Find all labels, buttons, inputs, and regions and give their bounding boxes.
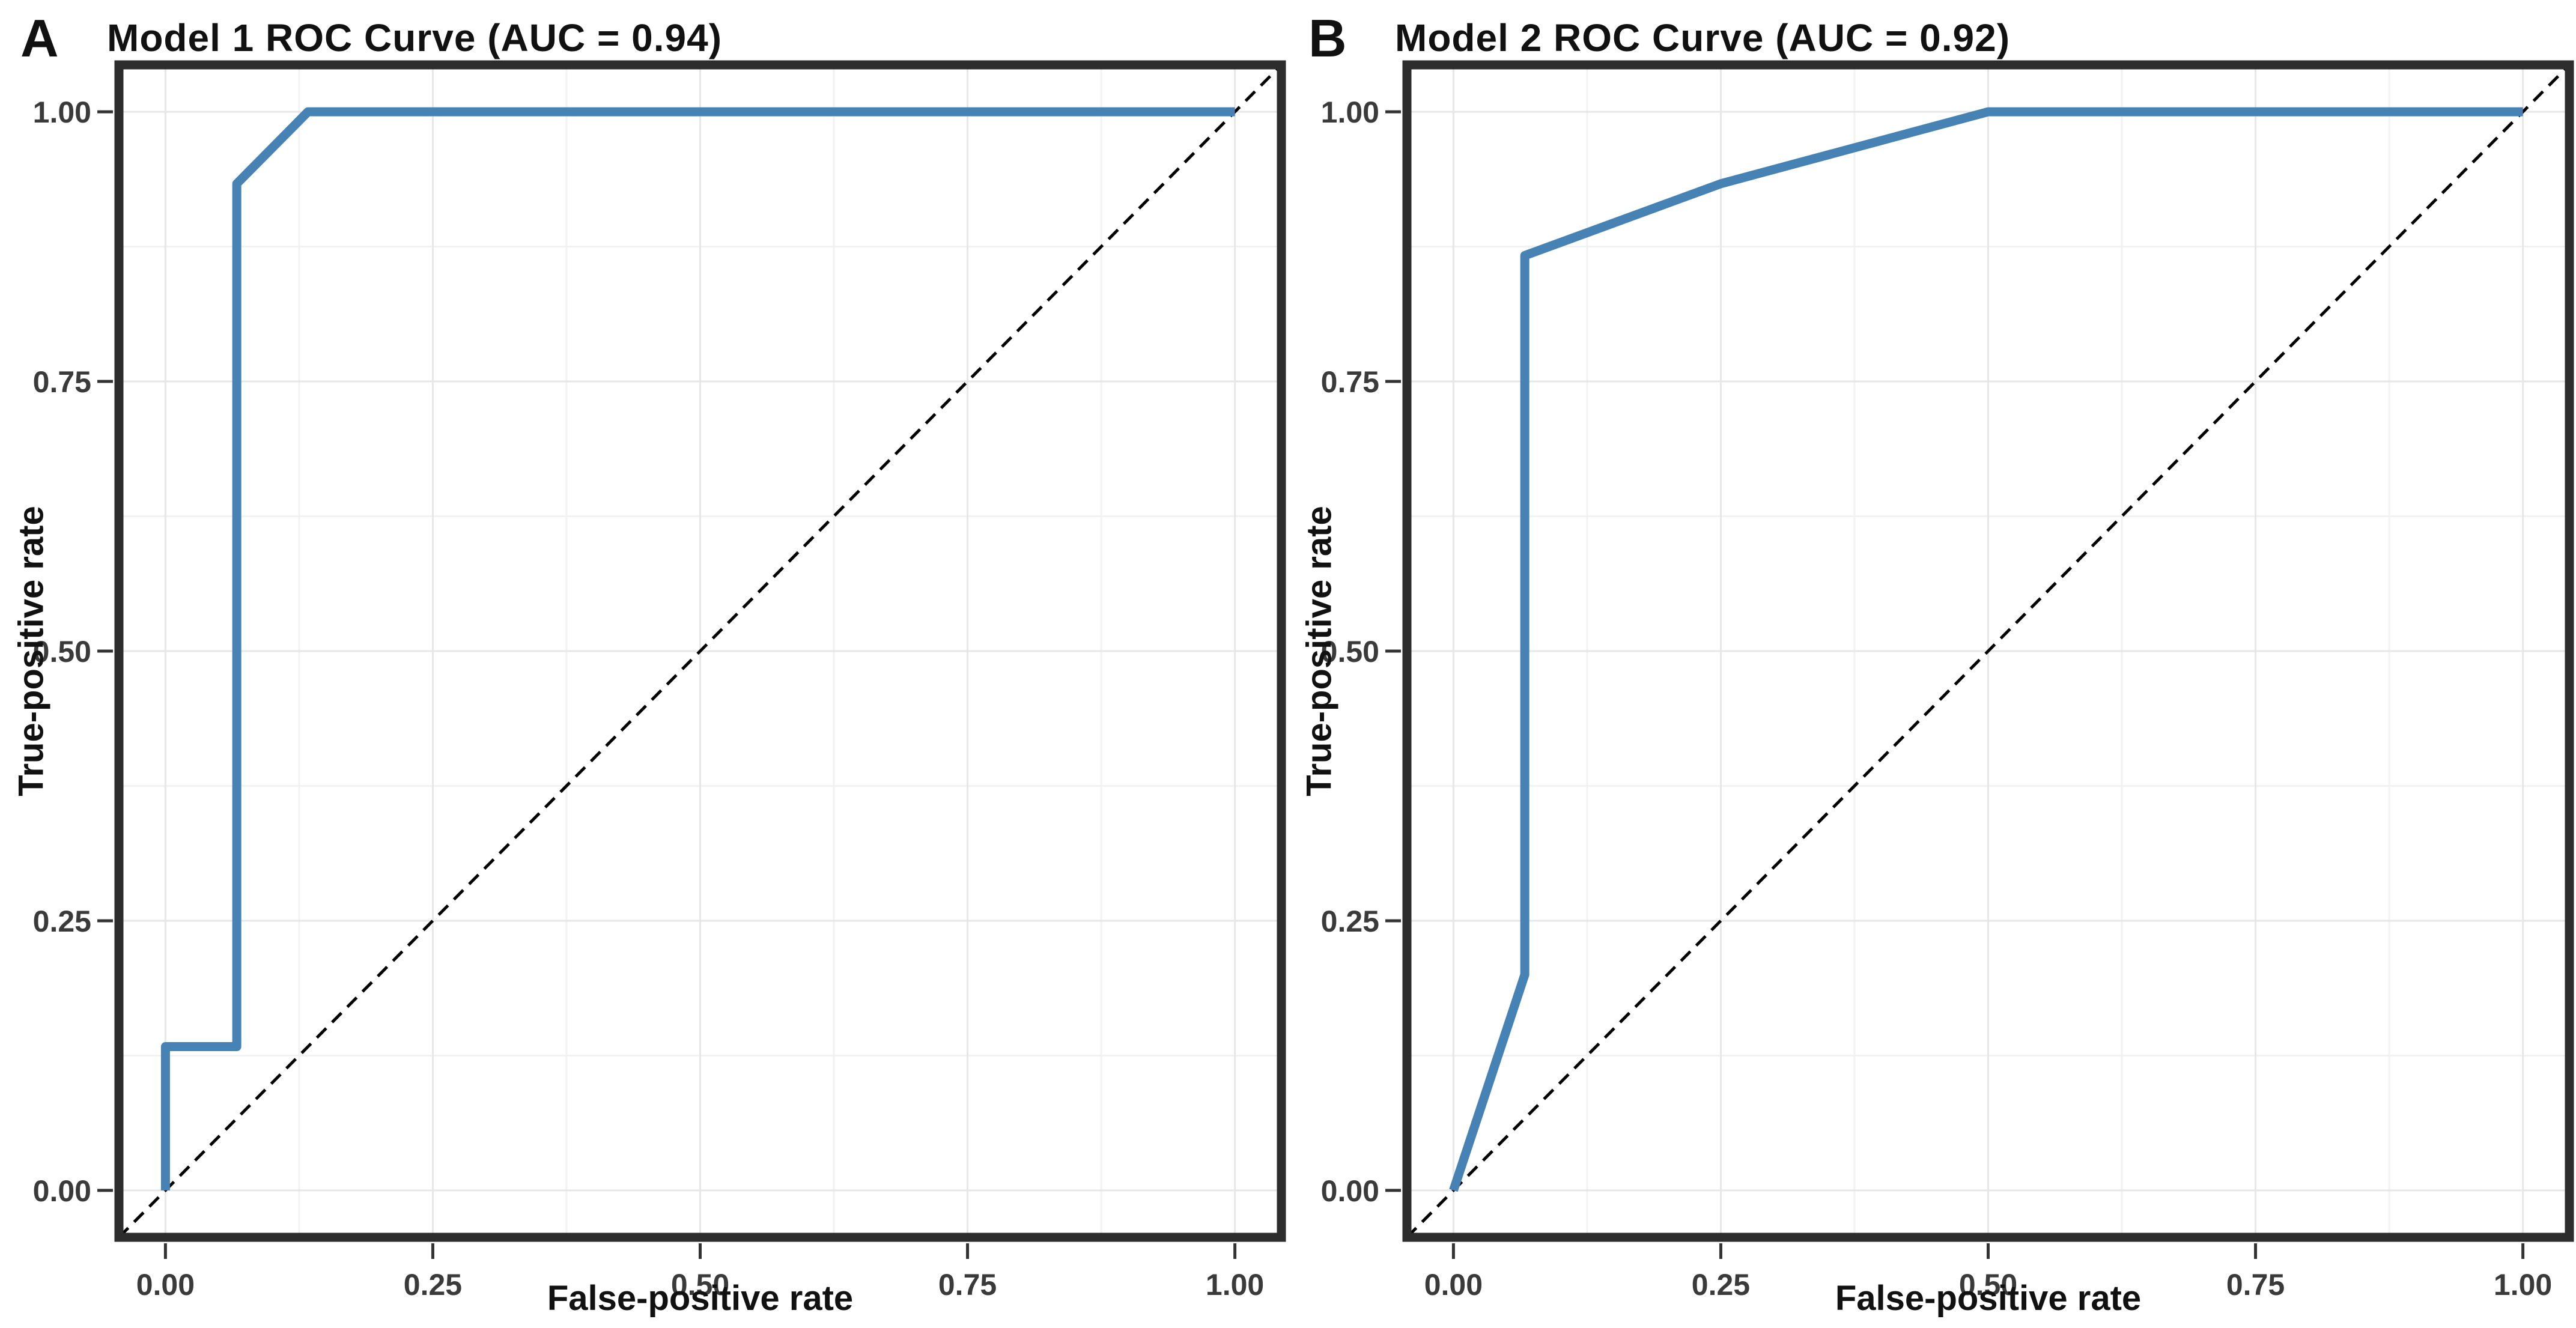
y-tick-label: 0.75 — [1321, 365, 1379, 399]
x-tick-label: 0.75 — [2226, 1268, 2285, 1302]
x-tick-label: 1.00 — [1206, 1268, 1264, 1302]
x-tick-label: 0.25 — [1692, 1268, 1750, 1302]
y-tick-label: 0.25 — [1321, 905, 1379, 938]
x-tick-label: 0.25 — [404, 1268, 462, 1302]
y-tick-label: 1.00 — [1321, 96, 1379, 129]
plot-border — [114, 60, 1286, 1242]
chance-diagonal-line — [1406, 64, 2571, 1239]
y-tick-label: 0.50 — [33, 635, 91, 669]
y-tick-label: 0.00 — [33, 1174, 91, 1208]
x-tick-label: 0.00 — [1424, 1268, 1483, 1302]
panel-a-title: Model 1 ROC Curve (AUC = 0.94) — [107, 16, 722, 59]
x-tick-label: 0.50 — [1959, 1268, 2017, 1302]
y-tick-label: 0.00 — [1321, 1174, 1379, 1208]
y-tick-label: 0.50 — [1321, 635, 1379, 669]
panel-a-x-axis-title: False-positive rate — [547, 1279, 854, 1318]
x-tick-label: 1.00 — [2494, 1268, 2552, 1302]
y-tick-label: 0.75 — [33, 365, 91, 399]
panel-a-y-axis-title: True-positive rate — [11, 506, 51, 796]
panel-b: B Model 2 ROC Curve (AUC = 0.92) 0.00 0.2… — [1288, 0, 2576, 1328]
roc-curve-line — [160, 107, 1235, 1190]
x-tick-label: 0.75 — [938, 1268, 997, 1302]
y-tick-label: 0.25 — [33, 905, 91, 938]
x-tick-label: 0.00 — [136, 1268, 195, 1302]
panel-a: A Model 1 ROC Curve (AUC = 0.94) 0.00 0.2… — [11, 8, 1286, 1318]
panel-b-y-axis-title: True-positive rate — [1299, 506, 1339, 796]
panel-b-title: Model 2 ROC Curve (AUC = 0.92) — [1395, 16, 2010, 59]
x-tick-label: 0.50 — [671, 1268, 729, 1302]
panel-b-letter: B — [1308, 8, 1347, 68]
y-tick-label: 1.00 — [33, 96, 91, 129]
panel-b-roc-plot: 0.00 0.25 0.50 0.75 1.00 0.00 0.25 0.50 0.75 1.00 — [1321, 60, 2574, 1302]
chance-diagonal-line — [118, 64, 1283, 1239]
panel-a-letter: A — [20, 8, 59, 68]
plot-border — [1402, 60, 2574, 1242]
panel-a-roc-plot: 0.00 0.25 0.50 0.75 1.00 0.00 0.25 0.50 0.75 1.00 — [33, 60, 1286, 1302]
panel-b-x-axis-title: False-positive rate — [1835, 1279, 2142, 1318]
roc-curve-line — [1449, 107, 2523, 1192]
